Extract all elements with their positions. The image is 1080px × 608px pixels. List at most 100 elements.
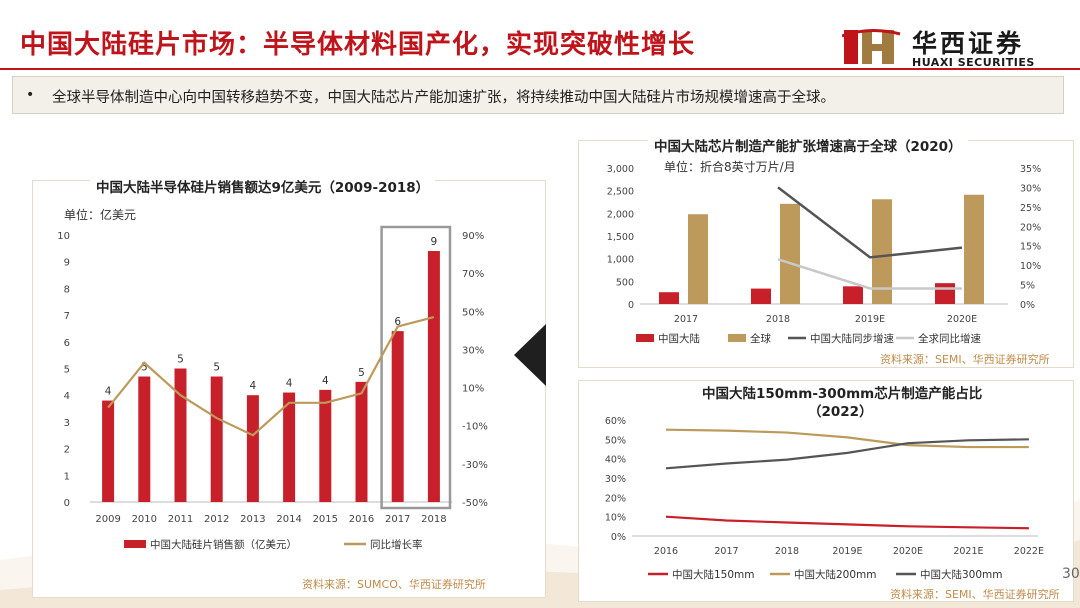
chart2-svg: 0 500 1,000 1,500 2,000 2,500 3,000 0% 5% 10% 15% 2… <box>607 164 1041 345</box>
chart3-legend-label: 中国大陆150mm <box>672 568 755 581</box>
chart3-x-tick: 2016 <box>654 546 678 557</box>
summary-box <box>12 76 1064 114</box>
chart2-y2-tick: 35% <box>1020 164 1041 175</box>
chart1-y2-tick: 30% <box>462 345 484 356</box>
chart1-bar <box>174 368 187 502</box>
chart1-bar <box>355 381 368 502</box>
chart2-y2-tick: 0% <box>1020 300 1035 311</box>
chart1-bar <box>210 376 223 502</box>
chart2-y-tick: 0 <box>628 300 634 311</box>
chart1-y2-tick: 70% <box>462 269 484 280</box>
chart1-y2-tick: -30% <box>462 460 488 471</box>
chart2-legend-label: 全球 <box>750 332 771 345</box>
chart2-bar-china <box>843 286 863 304</box>
chart1-highlight-box <box>380 225 452 510</box>
chart1-source: 资料来源：SUMCO、华西证券研究所 <box>302 578 486 591</box>
chart1-data-label: 9 <box>431 236 438 248</box>
chart3-y-tick: 30% <box>605 474 626 485</box>
chart3-x-tick: 2022E <box>1014 546 1044 557</box>
chart3-legend-label: 中国大陆200mm <box>794 568 877 581</box>
chart2-bar-global <box>964 194 984 304</box>
chart1-data-label: 6 <box>394 316 401 328</box>
chart3-title-line1: 中国大陆150mm-300mm芯片制造产能占比 <box>702 386 983 402</box>
chart2-y-tick: 2,000 <box>607 209 634 220</box>
chart1-bar <box>319 389 332 502</box>
chart3-legend-label: 中国大陆300mm <box>920 568 1003 581</box>
chart3-y-tick: 50% <box>605 435 626 446</box>
chart2-y2-tick: 30% <box>1020 183 1041 194</box>
chart1-growth-line <box>107 315 435 437</box>
chart3-line <box>665 428 1029 449</box>
chart2-bar-global <box>688 214 708 304</box>
chart3-y-tick: 40% <box>605 455 626 466</box>
logo-chinese-text: 华西证券 <box>912 29 1025 58</box>
page-number: 30 <box>1062 566 1080 582</box>
chart1-bar <box>391 331 404 502</box>
chart2-legend-swatch <box>728 334 746 342</box>
chart1-legend-label: 同比增长率 <box>370 538 423 551</box>
chart2-panel <box>578 140 1074 368</box>
logo-english-text: HUAXI SECURITIES <box>912 56 1035 69</box>
chart2-y2-tick: 20% <box>1020 222 1041 233</box>
chart1-x-tick: 2011 <box>168 514 193 525</box>
chart2-y-tick: 500 <box>616 277 634 288</box>
chart2-y-tick: 3,000 <box>607 164 634 175</box>
chart3-y-tick: 0% <box>611 532 626 543</box>
chart2-y2-tick: 15% <box>1020 242 1041 253</box>
chart2-legend-label: 中国大陆 <box>658 332 700 345</box>
chart1-y-tick: 9 <box>64 258 70 269</box>
chart3-line <box>665 515 1029 530</box>
chart1-y2-tick: -10% <box>462 422 488 433</box>
chart1-y-tick: 0 <box>64 498 70 509</box>
chart1-y-tick: 1 <box>64 471 70 482</box>
chart2-x-tick: 2020E <box>947 314 977 325</box>
chart1-y2-tick: 10% <box>462 384 484 395</box>
chart3-panel <box>578 380 1074 602</box>
chart2-bar-china <box>659 292 679 304</box>
chart1-y-tick: 2 <box>64 445 70 456</box>
chart1-svg: 0 1 2 3 4 5 6 7 8 9 10 -50% -30% -10% 10% 30% 50% 70% 90% 4… <box>57 225 488 551</box>
chart2-y-tick: 1,000 <box>607 255 634 266</box>
chart1-data-label: 4 <box>286 378 293 390</box>
chart1-x-tick: 2015 <box>313 514 338 525</box>
chart2-y-tick: 1,500 <box>607 232 634 243</box>
chart1-data-label: 4 <box>105 386 112 398</box>
chart1-y-tick: 4 <box>64 391 70 402</box>
bullet-dot: • <box>26 87 35 103</box>
chart1-y2-tick: 90% <box>462 231 484 242</box>
summary-text: 全球半导体制造中心向中国转移趋势不变，中国大陆芯片产能加速扩张，将持续推动中国大… <box>52 90 835 106</box>
chart2-unit: 单位：折合8英寸万片/月 <box>664 160 796 174</box>
chart2-x-tick: 2017 <box>674 314 698 325</box>
chart3-line <box>665 438 1029 470</box>
chart2-y2-tick: 5% <box>1020 281 1035 292</box>
page-title: 中国大陆硅片市场：半导体材料国产化，实现突破性增长 <box>20 30 696 60</box>
chart1-bar <box>283 392 296 502</box>
chart3-source: 资料来源：SEMI、华西证券研究所 <box>890 588 1060 601</box>
logo: 华西证券 HUAXI SECURITIES <box>842 24 1062 72</box>
chart1-data-label: 5 <box>213 362 220 374</box>
chart2-legend-swatch <box>636 334 654 342</box>
chart1-x-tick: 2010 <box>132 514 157 525</box>
chart2-x-tick: 2018 <box>766 314 790 325</box>
chart3-x-tick: 2018 <box>775 546 799 557</box>
chart1-x-tick: 2014 <box>276 514 301 525</box>
chart3-x-tick: 2021E <box>953 546 983 557</box>
chart3-x-tick: 2017 <box>714 546 738 557</box>
chart2-bar-china <box>935 283 955 304</box>
chart2-source: 资料来源：SEMI、华西证券研究所 <box>880 353 1050 366</box>
chart1-legend-swatch <box>124 540 146 548</box>
chart2-y2-tick: 25% <box>1020 203 1041 214</box>
chart1-bar <box>427 251 440 502</box>
chart1-data-label: 5 <box>141 362 148 374</box>
chart2-legend-label: 全求同比增速 <box>918 332 981 345</box>
chart2-bar-global <box>780 203 800 304</box>
chart1-y-tick: 6 <box>64 338 70 349</box>
chart2-legend-label: 中国大陆同步增速 <box>810 332 894 345</box>
chart1-y-tick: 8 <box>64 284 70 295</box>
chart1-bar <box>138 376 151 502</box>
chart2-bar-china <box>751 288 771 304</box>
chart1-data-label: 4 <box>250 380 257 392</box>
chart2-y2-tick: 10% <box>1020 261 1041 272</box>
chart3-x-tick: 2019E <box>832 546 862 557</box>
chart1-y2-tick: 50% <box>462 307 484 318</box>
